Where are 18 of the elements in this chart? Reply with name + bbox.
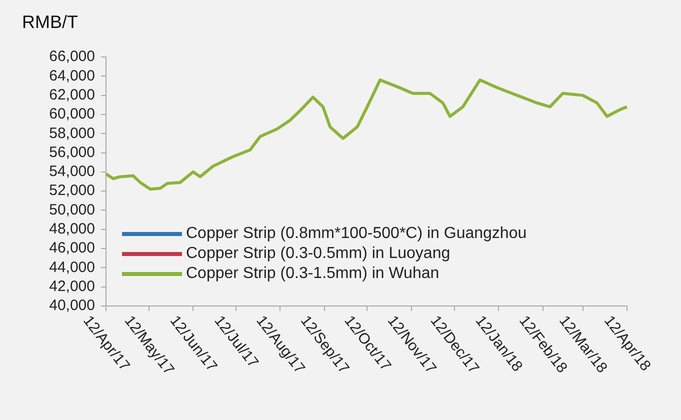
y-tick-label: 58,000 [49,124,95,142]
legend-label: Copper Strip (0.8mm*100-500*C) in Guangzhou [186,225,527,243]
y-tick-label: 54,000 [49,163,95,180]
y-tick-label: 44,000 [49,258,95,276]
y-tick-label: 62,000 [49,86,95,104]
y-tick-label: 42,000 [49,278,95,295]
y-tick-label: 48,000 [49,220,95,238]
y-tick-label: 40,000 [49,297,95,314]
y-tick-label: 60,000 [49,106,95,123]
y-tick-label: 56,000 [49,144,95,161]
y-axis-title: RMB/T [22,12,78,33]
y-tick-label: 52,000 [49,182,95,200]
y-tick-label: 64,000 [49,67,95,84]
legend-label: Copper Strip (0.3-0.5mm) in Luoyang [186,245,450,263]
y-tick-label: 66,000 [49,48,95,66]
y-tick-label: 46,000 [49,240,95,257]
y-tick-label: 50,000 [49,201,95,218]
legend-label: Copper Strip (0.3-1.5mm) in Wuhan [186,265,440,283]
